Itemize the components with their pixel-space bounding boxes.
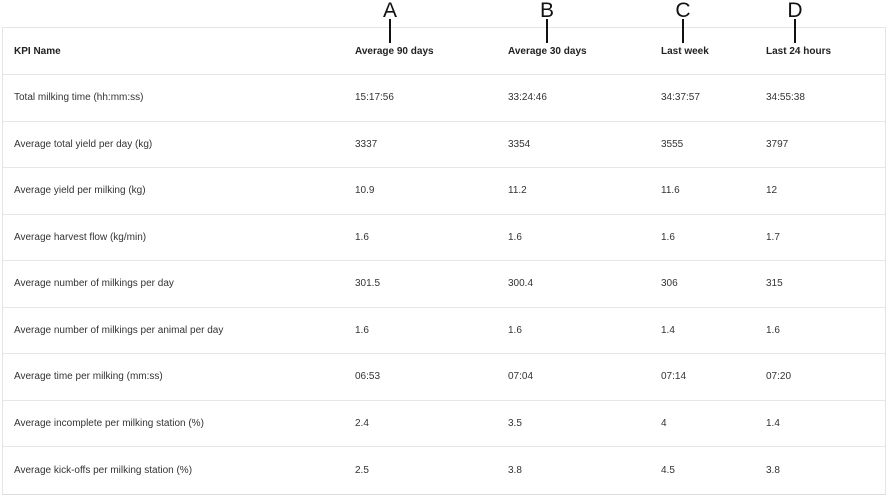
cell-average-90-days: 2.4	[355, 417, 369, 429]
header-average-90-days: Average 90 days	[355, 45, 434, 57]
cell-average-30-days: 33:24:46	[508, 92, 547, 104]
cell-last-24-hours: 07:20	[766, 371, 792, 383]
cell-kpi-name: Average number of milkings per animal pe…	[14, 324, 224, 336]
cell-average-30-days: 300.4	[508, 278, 534, 290]
cell-last-24-hours: 34:55:38	[766, 92, 805, 104]
cell-last-24-hours: 315	[766, 278, 783, 290]
cell-last-24-hours: 3797	[766, 138, 789, 150]
cell-last-week: 3555	[661, 138, 684, 150]
header-last-24-hours: Last 24 hours	[766, 45, 832, 57]
cell-last-week: 34:37:57	[661, 92, 700, 104]
cell-kpi-name: Average total yield per day (kg)	[14, 138, 153, 150]
cell-average-90-days: 2.5	[355, 464, 369, 476]
cell-average-90-days: 06:53	[355, 371, 381, 383]
cell-kpi-name: Average kick-offs per milking station (%…	[14, 464, 193, 476]
table-row: Average yield per milking (kg) 10.9 11.2 11…	[3, 168, 885, 215]
cell-last-24-hours: 1.4	[766, 417, 780, 429]
cell-last-24-hours: 3.8	[766, 464, 780, 476]
cell-average-90-days: 3337	[355, 138, 378, 150]
annotation-line-c	[682, 19, 684, 43]
annotation-line-a	[389, 19, 391, 43]
cell-average-90-days: 1.6	[355, 324, 369, 336]
cell-average-30-days: 1.6	[508, 231, 522, 243]
cell-last-week: 11.6	[661, 185, 680, 197]
cell-average-90-days: 10.9	[355, 185, 375, 197]
cell-average-90-days: 1.6	[355, 231, 369, 243]
cell-last-week: 07:14	[661, 371, 687, 383]
header-kpi-name: KPI Name	[14, 45, 61, 57]
cell-kpi-name: Average harvest flow (kg/min)	[14, 231, 147, 243]
cell-average-30-days: 07:04	[508, 371, 534, 383]
annotation-label-d: D	[787, 0, 803, 22]
cell-kpi-name: Average yield per milking (kg)	[14, 185, 146, 197]
kpi-table: KPI Name Average 90 days Average 30 days…	[2, 27, 886, 495]
table-row: Average harvest flow (kg/min) 1.6 1.6 1.6 1.…	[3, 215, 885, 261]
cell-last-24-hours: 1.7	[766, 231, 780, 243]
table-row: Average time per milking (mm:ss) 06:53 07:…	[3, 354, 885, 401]
table-row: Total milking time (hh:mm:ss) 15:17:56 33:…	[3, 75, 885, 122]
cell-last-week: 1.4	[661, 324, 675, 336]
cell-average-30-days: 3.8	[508, 464, 522, 476]
cell-average-30-days: 1.6	[508, 324, 522, 336]
header-last-week: Last week	[661, 45, 709, 57]
cell-last-week: 4.5	[661, 464, 675, 476]
annotation-label-a: A	[382, 0, 397, 22]
cell-last-week: 306	[661, 278, 678, 290]
cell-kpi-name: Average time per milking (mm:ss)	[14, 371, 163, 383]
table-row: Average kick-offs per milking station (%…	[3, 447, 885, 494]
table-row: Average incomplete per milking station (…	[3, 401, 885, 447]
cell-last-week: 4	[661, 417, 667, 429]
cell-average-30-days: 3354	[508, 138, 531, 150]
annotation-line-d	[794, 19, 796, 43]
cell-kpi-name: Average incomplete per milking station (…	[14, 417, 204, 429]
cell-kpi-name: Average number of milkings per day	[14, 278, 174, 290]
annotation-label-b: B	[539, 0, 554, 22]
cell-average-90-days: 301.5	[355, 278, 381, 290]
cell-last-week: 1.6	[661, 231, 675, 243]
table-row: Average number of milkings per day 301.5 3…	[3, 261, 885, 308]
cell-average-90-days: 15:17:56	[355, 92, 394, 104]
cell-last-24-hours: 12	[766, 185, 778, 197]
annotation-line-b	[546, 19, 548, 43]
cell-average-30-days: 3.5	[508, 417, 522, 429]
table-row: Average total yield per day (kg) 3337 3354…	[3, 122, 885, 168]
table-row: Average number of milkings per animal pe…	[3, 308, 885, 354]
cell-average-30-days: 11.2	[508, 185, 527, 197]
cell-kpi-name: Total milking time (hh:mm:ss)	[14, 92, 144, 104]
header-average-30-days: Average 30 days	[508, 45, 587, 57]
cell-last-24-hours: 1.6	[766, 324, 780, 336]
annotation-label-c: C	[675, 0, 691, 22]
table-header-row: KPI Name Average 90 days Average 30 days…	[3, 28, 885, 75]
